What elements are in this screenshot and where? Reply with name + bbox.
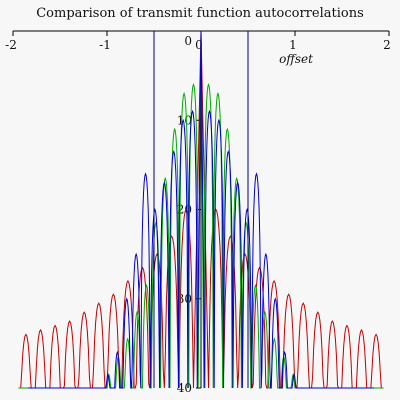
series-1-curve — [200, 30, 383, 389]
series-0-curve — [200, 30, 384, 389]
marker-layer — [153, 31, 249, 388]
x-tick-label: 0 — [195, 38, 203, 52]
x-tick-label: 2 — [383, 38, 391, 52]
series-1-curve — [19, 30, 202, 389]
series-0-curve — [18, 30, 202, 389]
y-tick-label: 10 — [177, 113, 192, 127]
x-tick-label: -2 — [5, 38, 17, 52]
series-layer — [18, 30, 384, 389]
x-tick-label: -1 — [99, 38, 111, 52]
chart-title: Comparison of transmit function autocorr… — [36, 6, 364, 21]
series-2 — [28, 30, 374, 389]
series-2-curve — [28, 30, 202, 389]
series-2-curve — [200, 30, 374, 389]
x-ticks: -2 -1 0 1 2 — [5, 31, 391, 52]
x-tick-label: 1 — [289, 38, 297, 52]
y-tick-label-zero: 0 — [184, 34, 192, 48]
x-axis-label: offset — [279, 52, 313, 66]
